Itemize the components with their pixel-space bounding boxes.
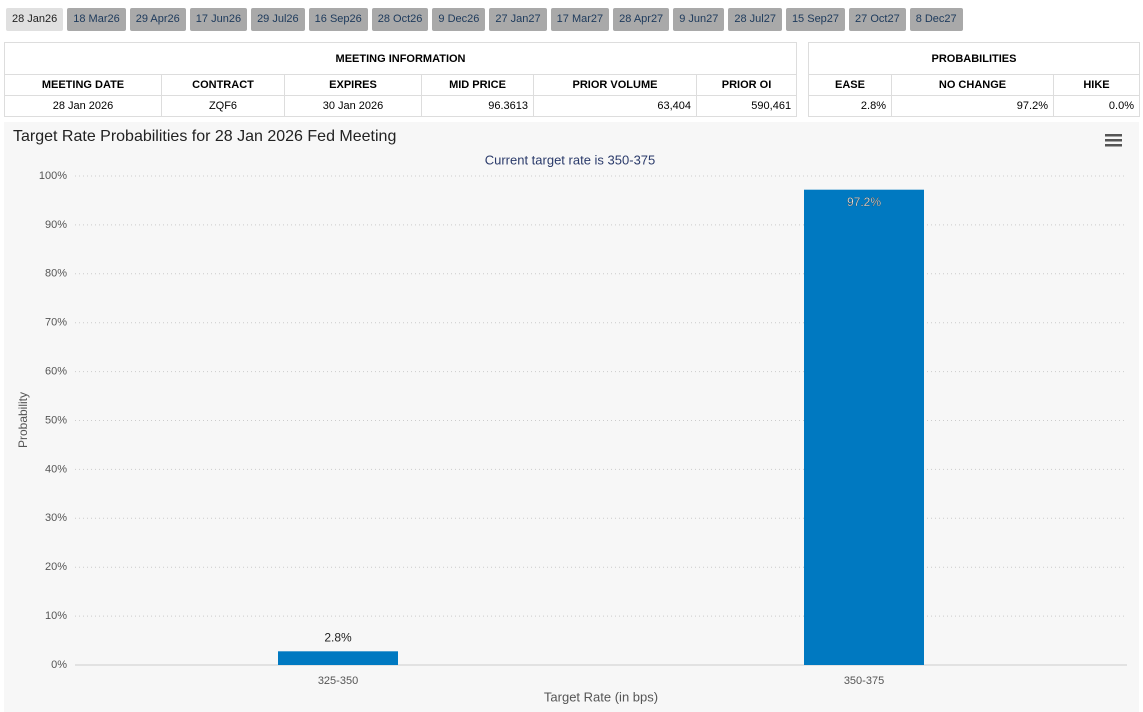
tab[interactable]: 15 Sep27	[785, 8, 846, 31]
cell: 30 Jan 2026	[284, 95, 422, 117]
title-row: MEETING INFORMATION	[3, 42, 798, 75]
tab[interactable]: 28 Apr27	[613, 8, 670, 31]
y-tick-label: 80%	[45, 268, 67, 280]
cell: 590,461	[695, 95, 798, 117]
column-header: MID PRICE	[421, 74, 534, 96]
tab[interactable]: 18 Mar26	[67, 8, 126, 31]
cell: ZQF6	[161, 95, 285, 117]
data-row: 2.8% 97.2% 0.0%	[808, 95, 1140, 117]
y-tick-label: 70%	[45, 317, 67, 329]
column-header: EASE	[808, 74, 892, 96]
menu-button[interactable]	[1105, 134, 1122, 147]
meeting-table: MEETING INFORMATION MEETING DATE CONTRACT E…	[3, 42, 798, 117]
column-header: CONTRACT	[161, 74, 285, 96]
chart-title: Target Rate Probabilities for 28 Jan 202…	[13, 128, 396, 145]
data-label: 2.8%	[324, 630, 352, 644]
probability-table: PROBABILITIES EASE NO CHANGE HIKE 2.8% 97.2% 0…	[808, 42, 1140, 117]
tab[interactable]: 28 Jul27	[728, 8, 782, 31]
tab[interactable]: 29 Apr26	[129, 8, 186, 31]
tab[interactable]: 29 Jul26	[251, 8, 305, 31]
y-tick-label: 50%	[45, 414, 67, 426]
y-tick-label: 0%	[51, 659, 67, 671]
y-tick-label: 10%	[45, 610, 67, 622]
tabs: 28 Jan26 18 Mar26 29 Apr26 17 Jun26 29 Jul26…	[6, 8, 963, 31]
tab[interactable]: 16 Sep26	[308, 8, 368, 31]
column-header: HIKE	[1053, 74, 1140, 96]
x-axis-label: Target Rate (in bps)	[544, 689, 658, 704]
column-header: PRIOR OI	[695, 74, 798, 96]
y-tick-label: 40%	[45, 463, 67, 475]
y-axis-label: Probability	[16, 392, 30, 448]
header-row: EASE NO CHANGE HIKE	[808, 74, 1140, 96]
cell: 97.2%	[891, 95, 1054, 117]
y-tick-label: 100%	[39, 170, 67, 182]
x-tick-label: 325-350	[318, 675, 358, 687]
table-title: MEETING INFORMATION	[3, 42, 798, 75]
data-row: 28 Jan 2026 ZQF6 30 Jan 2026 96.3613 63,404 5…	[4, 95, 798, 117]
chart: Target Rate Probabilities for 28 Jan 202…	[4, 122, 1139, 712]
column-header: MEETING DATE	[4, 74, 162, 96]
tab[interactable]: 9 Jun27	[673, 8, 725, 31]
tab[interactable]: 27 Oct27	[849, 8, 906, 31]
tab[interactable]: 8 Dec27	[909, 8, 963, 31]
header-row: MEETING DATE CONTRACT EXPIRES MID PRICE PRIO…	[4, 74, 798, 96]
tab[interactable]: 9 Dec26	[432, 8, 486, 31]
chart-subtitle: Current target rate is 350-375	[485, 152, 656, 167]
data-label: 97.2%	[847, 195, 881, 209]
tab[interactable]: 28 Jan26	[6, 8, 64, 31]
y-tick-label: 20%	[45, 561, 67, 573]
tab[interactable]: 27 Jan27	[489, 8, 547, 31]
column-header: NO CHANGE	[891, 74, 1054, 96]
bar	[804, 189, 924, 665]
bar	[278, 651, 398, 665]
y-tick-label: 90%	[45, 219, 67, 231]
y-tick-label: 30%	[45, 512, 67, 524]
cell: 28 Jan 2026	[4, 95, 162, 117]
column-header: EXPIRES	[284, 74, 422, 96]
cell: 96.3613	[421, 95, 534, 117]
tab[interactable]: 17 Mar27	[550, 8, 610, 31]
column-header: PRIOR VOLUME	[533, 74, 697, 96]
y-tick-label: 60%	[45, 366, 67, 378]
cell: 63,404	[533, 95, 697, 117]
tab[interactable]: 28 Oct26	[371, 8, 429, 31]
tab[interactable]: 17 Jun26	[189, 8, 248, 31]
cell: 0.0%	[1053, 95, 1140, 117]
title-row: PROBABILITIES	[808, 42, 1140, 75]
table-title: PROBABILITIES	[808, 42, 1140, 75]
cell: 2.8%	[808, 95, 892, 117]
x-tick-label: 350-375	[844, 675, 884, 687]
